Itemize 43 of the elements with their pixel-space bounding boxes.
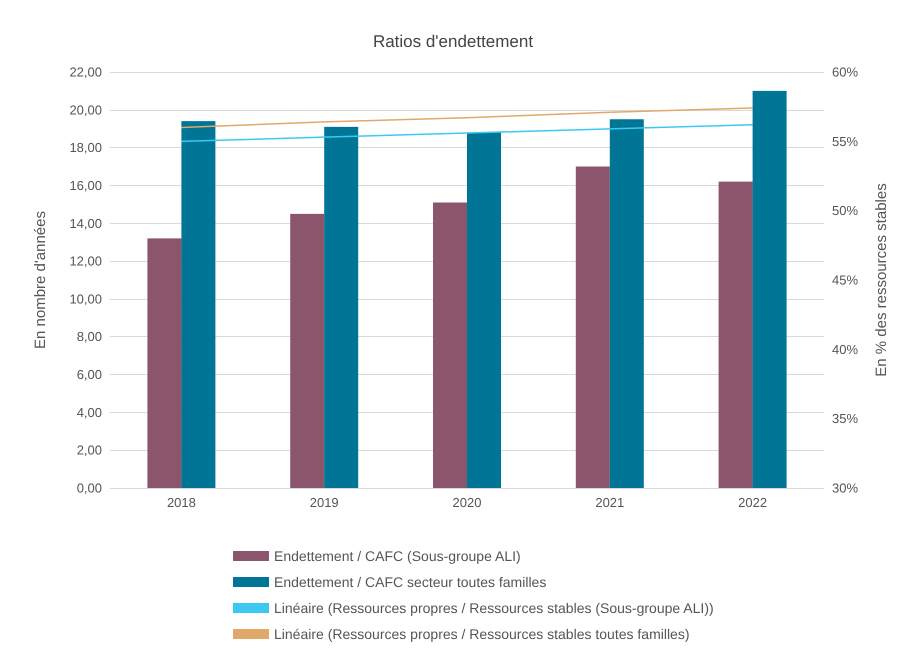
y-tick-label: 0,00 (76, 480, 102, 496)
bar (718, 182, 753, 488)
x-tick-label: 2022 (738, 495, 768, 510)
y-tick-label: 8,00 (76, 329, 102, 344)
bar (324, 126, 358, 488)
y2-tick-label: 55% (832, 134, 858, 149)
y-tick-label: 4,00 (76, 404, 102, 420)
bar (181, 121, 216, 488)
legend-label: Endettement / CAFC secteur toutes familles (274, 574, 546, 590)
line-series (180, 124, 754, 142)
line-series (180, 107, 754, 128)
x-tick-label: 2018 (166, 495, 196, 510)
y2-axis-title: En % des ressources stables (873, 183, 890, 377)
y-tick-label: 2,00 (76, 442, 102, 458)
bar (433, 202, 467, 488)
y-tick-label: 12,00 (69, 254, 102, 269)
y2-tick-label: 30% (832, 480, 858, 496)
y-tick-label: 14,00 (69, 216, 102, 231)
y2-tick-label: 35% (832, 411, 858, 426)
y2-tick-label: 45% (832, 272, 858, 288)
y2-tick-label: 60% (832, 64, 858, 80)
y2-tick-label: 40% (832, 342, 858, 357)
chart-title: Ratios d'endettement (372, 32, 534, 51)
bar (576, 166, 610, 488)
x-tick-label: 2019 (310, 495, 339, 510)
x-tick-label: 2020 (452, 495, 482, 510)
y-tick-label: 22,00 (69, 64, 102, 80)
bar (752, 90, 787, 488)
bar (610, 119, 644, 488)
y-tick-label: 6,00 (76, 367, 102, 382)
legend-label: Linéaire (Ressources propres / Ressources stables (Sous-groupe ALI)) (274, 600, 714, 616)
x-tick-label: 2021 (595, 495, 624, 510)
y-axis-title: En nombre d'années (32, 211, 49, 349)
bar (467, 132, 501, 488)
y-tick-label: 10,00 (69, 291, 102, 306)
y2-tick-label: 50% (832, 203, 858, 218)
bar (290, 214, 324, 488)
y-tick-label: 16,00 (69, 178, 102, 193)
bar (147, 238, 182, 488)
y-tick-label: 18,00 (69, 140, 102, 156)
legend-label: Linéaire (Ressources propres / Ressources stables toutes familles) (274, 626, 690, 642)
y-tick-label: 20,00 (69, 102, 102, 118)
legend-label: Endettement / CAFC (Sous-groupe ALI) (274, 548, 521, 564)
